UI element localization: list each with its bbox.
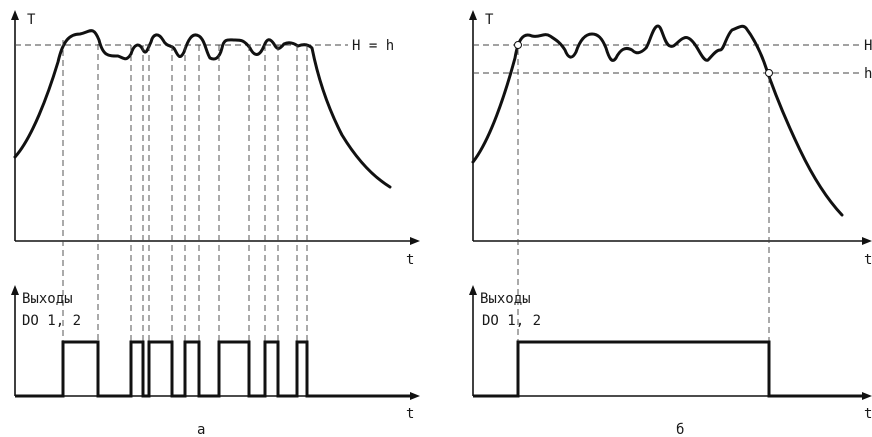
panel-a-top-y-label: T	[27, 12, 36, 28]
panel-a-caption: а	[197, 422, 205, 437]
panel-a-crossing-guides	[62, 40, 308, 342]
panel-a-outputs-title: Выходы	[22, 291, 73, 307]
panel-a-threshold-label: H = h	[352, 38, 394, 54]
panel-b-outputs-title: Выходы	[480, 291, 531, 307]
panel-b-turn-off-point	[765, 69, 773, 77]
panel-b: T t H h Выходы DO 1, 2 t б	[469, 10, 872, 437]
panel-a-bottom-x-label: t	[406, 406, 414, 422]
panel-b-temperature-curve	[471, 24, 844, 217]
panel-b-bottom-x-arrow	[862, 392, 872, 400]
panel-b-top-x-label: t	[864, 252, 872, 268]
panel-a-output-pulse-train	[15, 340, 412, 398]
panel-b-bottom-x-label: t	[864, 406, 872, 422]
panel-b-threshold-high-label: H	[864, 38, 872, 54]
panel-a-top-x-label: t	[406, 252, 414, 268]
panel-b-top-x-arrow	[862, 237, 872, 245]
panel-b-turn-on-point	[514, 41, 522, 49]
panel-a-temperature-curve	[13, 29, 392, 189]
panel-b-caption: б	[676, 422, 684, 437]
panel-a-bottom-y-arrow	[11, 285, 19, 295]
panel-b-output-pulse	[473, 340, 864, 398]
panel-a-top-x-arrow	[410, 237, 420, 245]
panel-a-outputs-channels: DO 1, 2	[22, 313, 81, 329]
panel-a-bottom-x-arrow	[410, 392, 420, 400]
panel-b-top-y-arrow	[469, 10, 477, 20]
panel-a-top-y-arrow	[11, 10, 19, 20]
panel-b-threshold-low-label: h	[864, 66, 872, 82]
panel-b-top-y-label: T	[485, 12, 494, 28]
panel-b-outputs-channels: DO 1, 2	[482, 313, 541, 329]
panel-b-bottom-y-arrow	[469, 285, 477, 295]
panel-a: T t H = h Выходы DO 1,	[11, 10, 420, 437]
